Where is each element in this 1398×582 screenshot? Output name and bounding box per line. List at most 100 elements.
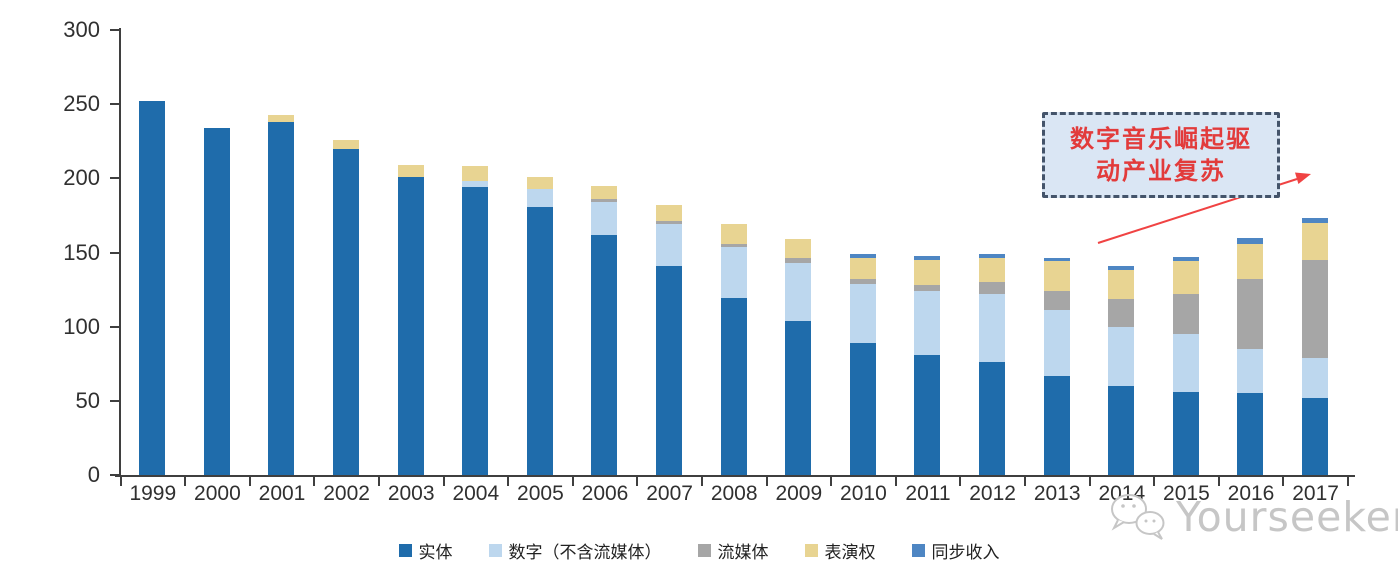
bar-segment [1302,259,1329,358]
legend-swatch-icon [398,544,412,557]
bar-stack [591,185,618,475]
bar-segment [203,127,230,475]
x-tick-label-2000: 2000 [194,482,241,505]
bar-column-2001 [249,30,314,475]
x-tick-mark [507,477,510,486]
bar-column-2000 [185,30,250,475]
bar-segment [462,166,489,182]
bar-segment [1108,326,1135,386]
bar-segment [914,255,941,260]
bar-segment [526,188,553,207]
bar-stack [914,255,941,475]
y-tick-mark [110,474,119,476]
x-tick-mark [1282,477,1285,486]
bar-segment [656,224,683,266]
legend-item: 实体 [398,538,453,563]
bar-stack [1172,256,1199,475]
bar-column-2004 [443,30,508,475]
bar-segment [591,234,618,475]
bar-stack [203,127,230,475]
x-tick-label-2009: 2009 [775,482,823,505]
bar-stack [1043,258,1070,475]
bar-segment [1108,265,1135,271]
legend-label: 实体 [418,543,453,563]
bar-segment [462,187,489,475]
bar-stack [333,139,360,475]
bar-segment [397,176,424,475]
x-tick-mark [1153,477,1156,486]
legend-swatch-icon [911,544,925,557]
bar-segment [1172,261,1199,295]
bar-segment [720,298,747,475]
bar-segment [462,181,489,188]
y-tick-mark [110,251,119,254]
y-tick-label: 0 [87,462,100,487]
y-tick-label: 300 [63,17,100,42]
x-tick-label-2017: 2017 [1292,482,1339,505]
x-tick-label-2006: 2006 [581,482,629,505]
bar-stack [526,176,553,475]
bar-segment [979,282,1006,295]
watermark-text: Yourseeker [1176,493,1398,541]
bar-segment [1108,270,1135,299]
bar-segment [333,139,360,149]
bar-segment [785,239,812,259]
bar-segment [979,362,1006,475]
x-tick-label-2002: 2002 [323,482,370,505]
x-tick-mark [1088,477,1091,486]
y-tick-mark [110,29,119,31]
bar-segment [139,101,166,475]
bar-stack [1108,265,1135,475]
annotation-callout: 数字音乐崛起驱 动产业复苏 [1042,112,1280,198]
bar-segment [1172,334,1199,392]
y-tick-mark [110,325,119,328]
bar-segment [656,265,683,475]
bar-stack [849,254,876,475]
bar-segment [849,342,876,475]
bar-segment [591,202,618,235]
bar-column-2013 [1024,30,1089,475]
bar-segment [526,176,553,189]
bar-segment [1237,348,1264,394]
legend-label: 数字（不含流媒体） [508,543,662,563]
x-tick-label-2016: 2016 [1227,482,1275,505]
bar-segment [720,243,747,247]
chart-legend: 实体 数字（不含流媒体） 流媒体 表演权 同步收入 [0,538,1398,563]
bar-segment [720,246,747,299]
bar-segment [526,206,553,475]
y-tick-label: 150 [63,239,100,265]
x-tick-label-2003: 2003 [387,482,435,505]
bar-stack [785,239,812,475]
bar-stack [462,166,489,475]
y-tick-mark [110,177,119,180]
x-tick-label-2001: 2001 [258,482,306,505]
bar-column-2017 [1283,30,1348,475]
x-tick-label-2008: 2008 [710,482,758,505]
bar-stack [1302,218,1329,475]
bar-segment [785,320,812,475]
x-tick-label-2015: 2015 [1163,482,1210,505]
y-tick-label: 100 [63,313,100,339]
x-tick-label-2010: 2010 [840,482,887,505]
x-tick-label-2007: 2007 [646,482,693,505]
bar-segment [333,148,360,475]
bar-column-2009 [766,30,831,475]
bar-segment [268,114,295,122]
legend-label: 流媒体 [717,543,769,563]
bar-segment [1108,386,1135,475]
x-tick-label-2013: 2013 [1033,482,1081,505]
bar-stack [139,101,166,475]
legend-swatch-icon [488,544,502,557]
y-axis-line [119,28,121,477]
bar-column-2010 [831,30,896,475]
watermark: Yourseeker [1106,490,1398,544]
bar-segment [979,254,1006,259]
bar-column-2006 [572,30,637,475]
y-tick-label: 250 [63,91,100,117]
x-tick-label-2004: 2004 [452,482,500,505]
bar-stack [656,205,683,475]
bar-segment [1237,393,1264,475]
legend-swatch-icon [697,544,711,557]
x-tick-mark [700,477,703,486]
bar-segment [1237,279,1264,349]
